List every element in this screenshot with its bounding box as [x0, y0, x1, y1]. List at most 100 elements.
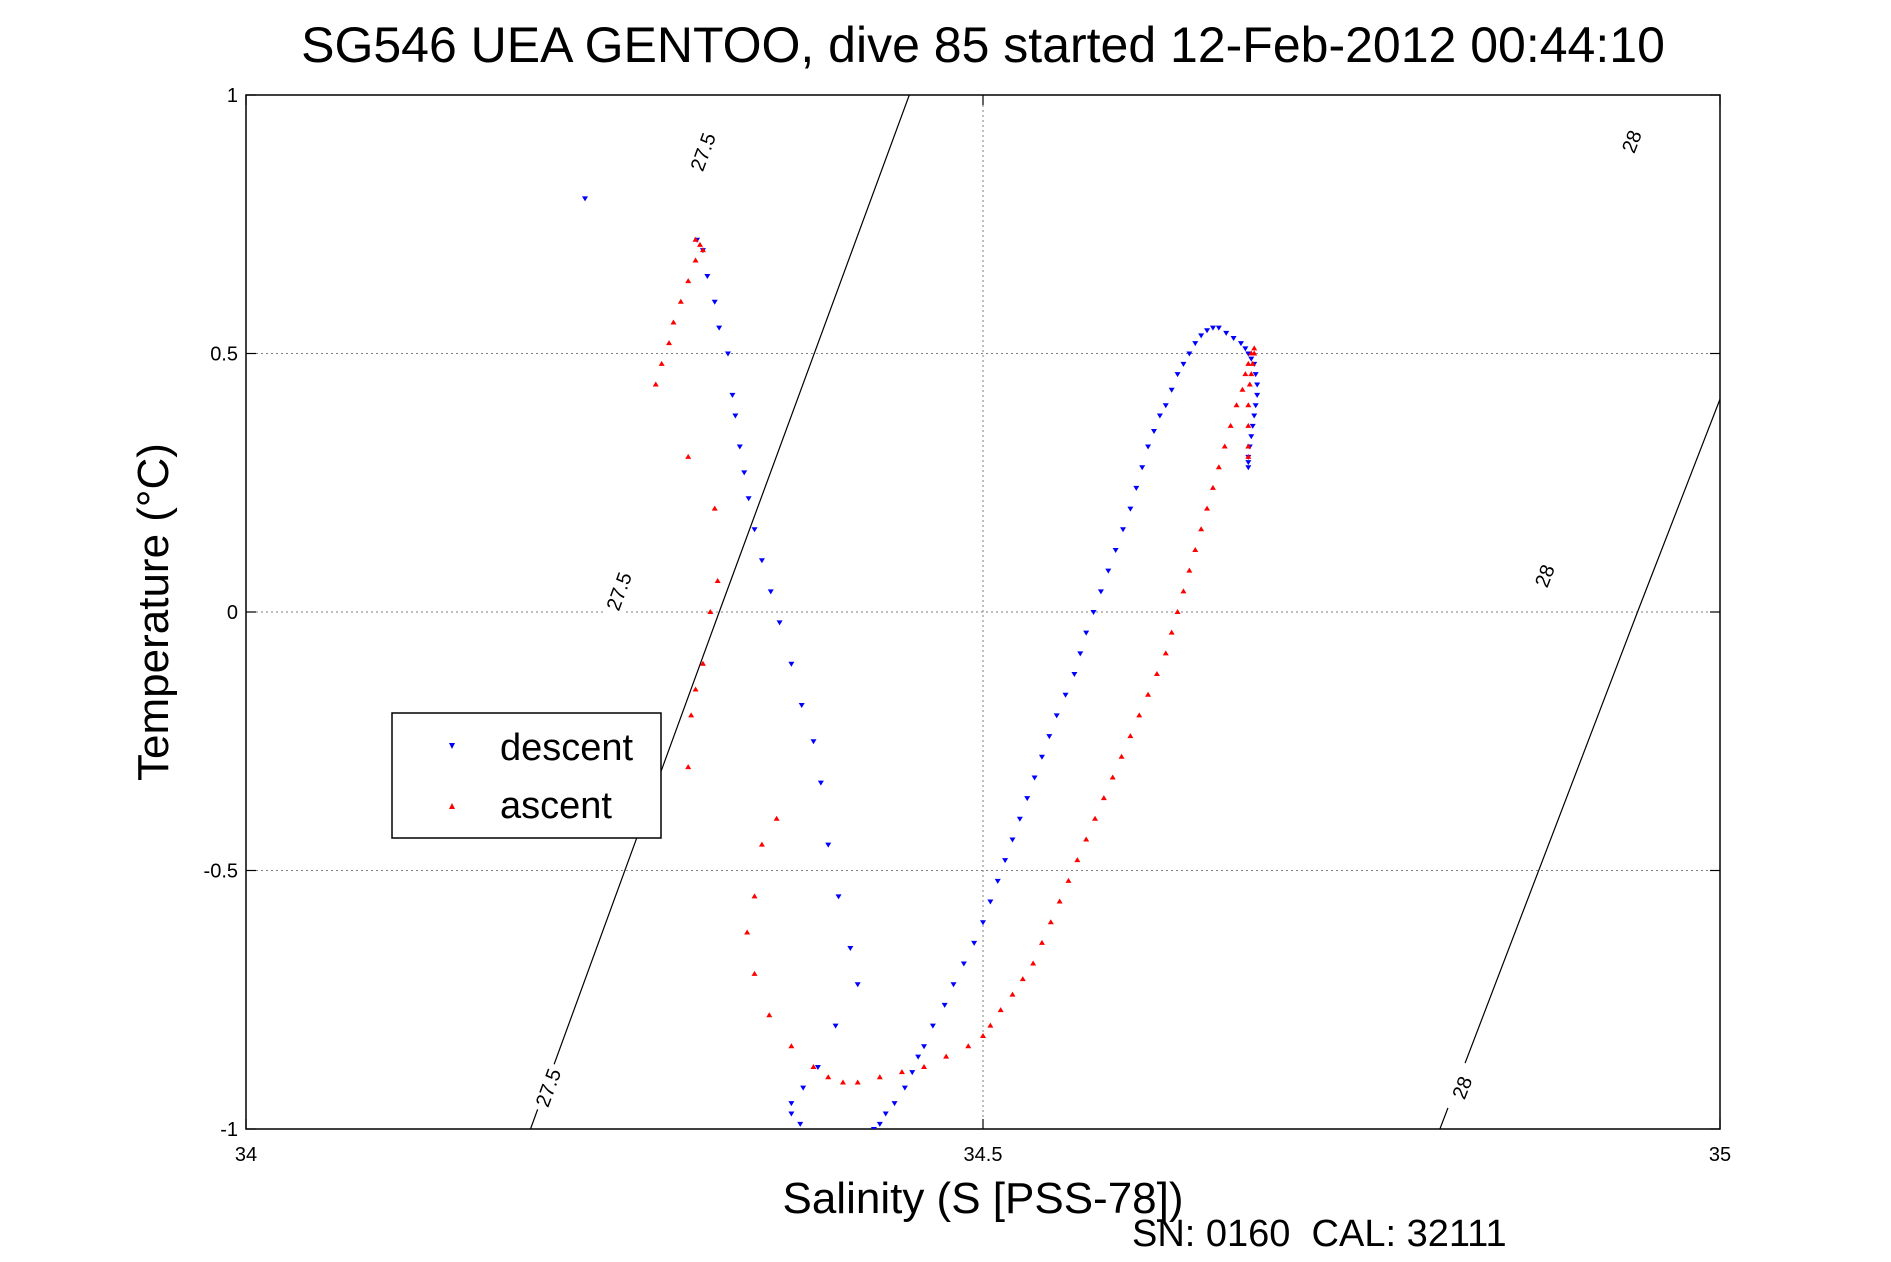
- descent-point: [870, 1127, 877, 1129]
- ascent-point: [1019, 976, 1026, 982]
- descent-point: [810, 1137, 816, 1142]
- ascent-point: [1227, 422, 1234, 428]
- descent-point: [732, 413, 739, 419]
- ascent-point: [1038, 939, 1045, 945]
- descent-point: [862, 1137, 868, 1142]
- ascent-point: [1109, 774, 1116, 780]
- descent-point: [929, 1023, 936, 1029]
- y-tick-label: -0.5: [204, 861, 238, 883]
- ascent-point: [773, 815, 780, 821]
- descent-point: [1031, 775, 1038, 781]
- density-contour-line: [1439, 397, 1720, 1129]
- contour-label-bg: [1441, 1060, 1483, 1115]
- ascent-point: [758, 841, 765, 847]
- descent-point: [711, 299, 718, 305]
- ascent-point: [1118, 753, 1125, 759]
- descent-point: [797, 1121, 804, 1127]
- descent-point: [1145, 444, 1152, 450]
- descent-point: [1105, 568, 1112, 574]
- descent-point: [1097, 589, 1104, 595]
- ascent-point: [1221, 443, 1228, 449]
- ascent-point: [1030, 960, 1037, 966]
- ascent-point: [658, 360, 665, 366]
- ascent-point: [692, 686, 699, 692]
- descent-point: [1252, 403, 1259, 409]
- descent-point: [758, 558, 765, 564]
- ascent-point: [685, 278, 692, 284]
- descent-point: [960, 961, 967, 967]
- descent-point: [1162, 403, 1169, 409]
- ascent-point: [1245, 402, 1252, 408]
- ascent-point: [1233, 402, 1240, 408]
- descent-point: [1223, 330, 1230, 336]
- descent-point: [1230, 335, 1237, 341]
- legend-ascent-marker: [449, 803, 455, 809]
- descent-point: [1245, 351, 1252, 357]
- ascent-point: [696, 241, 703, 247]
- ascent-point: [677, 298, 684, 304]
- ascent-point: [666, 340, 673, 346]
- legend-descent-label: descent: [500, 727, 634, 769]
- descent-point: [1168, 387, 1175, 393]
- ascent-point: [751, 970, 758, 976]
- descent-point: [909, 1070, 916, 1076]
- descent-point: [788, 1111, 795, 1117]
- descent-point: [1251, 413, 1258, 419]
- contour-label-bg: [1523, 548, 1566, 603]
- descent-series: [582, 196, 1261, 1153]
- descent-point: [724, 351, 731, 357]
- descent-point: [921, 1044, 928, 1050]
- descent-point: [1150, 429, 1157, 435]
- descent-point: [847, 1148, 853, 1153]
- contour-label-bg: [682, 124, 724, 179]
- legend: descent ascent: [391, 712, 662, 839]
- contour-label-bg: [598, 564, 640, 619]
- descent-point: [1198, 333, 1205, 339]
- descent-point: [1071, 672, 1078, 678]
- ascent-point: [1251, 350, 1258, 356]
- descent-point: [1248, 434, 1255, 440]
- ascent-point: [810, 1063, 817, 1069]
- descent-point: [704, 273, 711, 279]
- chart-title: SG546 UEA GENTOO, dive 85 started 12-Feb…: [301, 17, 1665, 73]
- y-tick-label: 0: [227, 602, 238, 624]
- ascent-point: [1083, 836, 1090, 842]
- ascent-point: [744, 929, 751, 935]
- descent-point: [1083, 630, 1090, 636]
- ascent-point: [898, 1069, 905, 1075]
- ascent-point: [1192, 546, 1199, 552]
- descent-point: [810, 739, 817, 745]
- ascent-point: [943, 1053, 950, 1059]
- descent-point: [1077, 651, 1084, 657]
- descent-point: [1245, 465, 1252, 471]
- ascent-point: [707, 609, 714, 614]
- descent-point: [729, 392, 736, 398]
- descent-point: [1186, 351, 1193, 357]
- ascent-point: [1239, 386, 1246, 392]
- ascent-point: [839, 1079, 846, 1085]
- descent-point: [1038, 754, 1045, 760]
- descent-point: [825, 842, 832, 848]
- descent-point: [1156, 413, 1163, 419]
- x-tick-label: 34.5: [964, 1144, 1003, 1166]
- descent-point: [776, 620, 783, 626]
- ascent-point: [685, 453, 692, 459]
- descent-point: [1120, 527, 1127, 533]
- descent-point: [1242, 346, 1249, 352]
- ascent-point: [997, 1007, 1004, 1013]
- ascent-point: [1246, 381, 1253, 387]
- descent-point: [1002, 858, 1009, 864]
- ascent-point: [854, 1079, 861, 1085]
- descent-point: [980, 920, 986, 926]
- ascent-point: [1186, 567, 1193, 573]
- descent-point: [1204, 328, 1211, 334]
- contour-label-bg: [1610, 114, 1653, 169]
- ascent-point: [921, 1063, 928, 1069]
- descent-point: [582, 196, 589, 202]
- descent-point: [1046, 734, 1053, 740]
- ascent-point: [1245, 443, 1252, 449]
- ascent-point: [1065, 877, 1072, 883]
- y-tick-label: 0.5: [210, 344, 238, 366]
